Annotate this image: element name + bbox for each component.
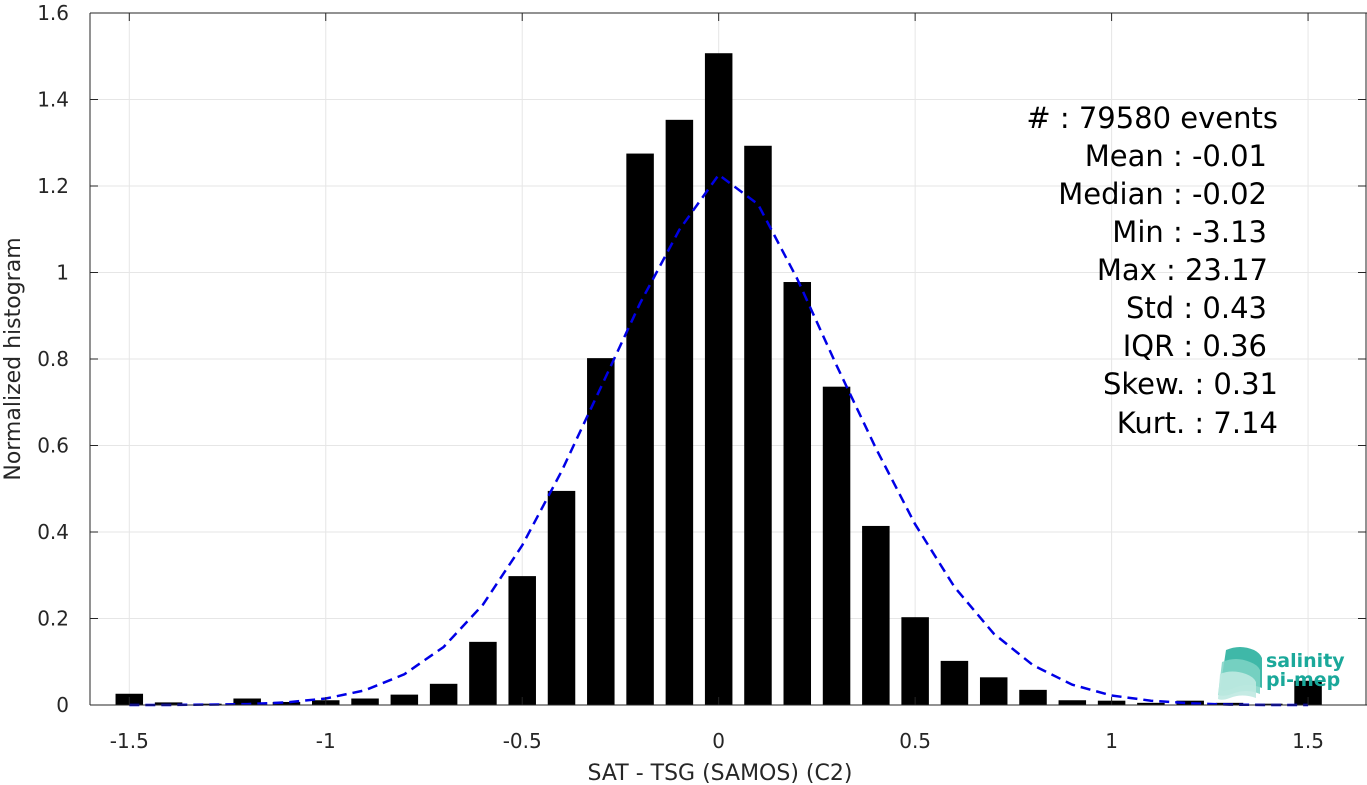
stat-kurt: Kurt. : 7.14 <box>1117 406 1278 440</box>
stat-std: Std : 0.43 <box>1126 291 1267 325</box>
stat-skew: Skew. : 0.31 <box>1103 367 1278 401</box>
y-tick-label: 1.2 <box>37 174 69 198</box>
histogram-bar <box>979 677 1008 705</box>
histogram-bar <box>154 702 183 705</box>
x-tick-label: 1.5 <box>1292 729 1324 753</box>
wave-logo-icon <box>1218 647 1262 700</box>
x-tick-label: 0 <box>712 729 725 753</box>
stats-box: # : 79580 events Mean : -0.01 Median : -… <box>1026 101 1278 440</box>
stat-median: Median : -0.02 <box>1058 177 1267 211</box>
stat-mean: Mean : -0.01 <box>1085 139 1267 173</box>
x-tick-label: -1 <box>316 729 336 753</box>
histogram-bar <box>626 153 654 705</box>
logo-line-2: pi-mep <box>1266 669 1340 691</box>
stat-iqr: IQR : 0.36 <box>1123 329 1267 363</box>
histogram-bar <box>1176 700 1204 705</box>
y-tick-label: 1.6 <box>37 1 69 25</box>
histogram-bar <box>547 490 576 705</box>
y-tick-label: 0.2 <box>37 607 69 631</box>
histogram-bar <box>783 282 812 705</box>
histogram-bar <box>1137 702 1165 705</box>
histogram-bar <box>587 358 615 705</box>
x-tick-label: -0.5 <box>503 729 542 753</box>
histogram-bars <box>115 53 1322 706</box>
x-tick-label: -1.5 <box>110 729 149 753</box>
stat-count: # : 79580 events <box>1026 101 1278 135</box>
histogram-bar <box>862 525 890 705</box>
histogram-bar <box>351 698 379 705</box>
histogram-bar <box>1255 703 1283 705</box>
histogram-bar <box>822 386 851 705</box>
histogram-bar <box>744 145 772 706</box>
histogram-bar <box>665 119 694 705</box>
histogram-bar <box>194 703 222 705</box>
logo-line-1: salinity <box>1266 650 1345 672</box>
y-axis-ticks: 0 0.2 0.4 0.6 0.8 1 1.2 1.4 1.6 <box>37 1 1366 717</box>
stat-max: Max : 23.17 <box>1097 253 1268 287</box>
x-axis-label: SAT - TSG (SAMOS) (C2) <box>588 761 853 785</box>
histogram-bar <box>272 701 301 705</box>
stat-min: Min : -3.13 <box>1112 215 1267 249</box>
histogram-bar <box>940 660 969 705</box>
histogram-bar <box>233 698 261 705</box>
x-tick-label: 1 <box>1105 729 1118 753</box>
y-tick-label: 0.6 <box>37 434 69 458</box>
histogram-bar <box>901 617 929 705</box>
x-axis-ticks: -1.5 -1 -0.5 0 0.5 1 1.5 <box>110 13 1324 753</box>
y-tick-label: 1.4 <box>37 88 69 112</box>
y-tick-label: 0 <box>56 693 69 717</box>
histogram-bar <box>1019 689 1047 705</box>
y-tick-label: 0.8 <box>37 347 69 371</box>
histogram-bar <box>429 683 458 705</box>
x-tick-label: 0.5 <box>899 729 931 753</box>
y-tick-label: 0.4 <box>37 520 69 544</box>
y-tick-label: 1 <box>56 261 69 285</box>
histogram-bar <box>469 641 497 705</box>
y-axis-label: Normalized histogram <box>1 237 26 480</box>
histogram-bar <box>1058 700 1087 705</box>
histogram-bar <box>390 694 419 705</box>
histogram-bar <box>508 576 536 705</box>
salinity-pimep-logo: salinity pi-mep <box>1218 647 1345 700</box>
histogram-bar <box>704 53 733 706</box>
